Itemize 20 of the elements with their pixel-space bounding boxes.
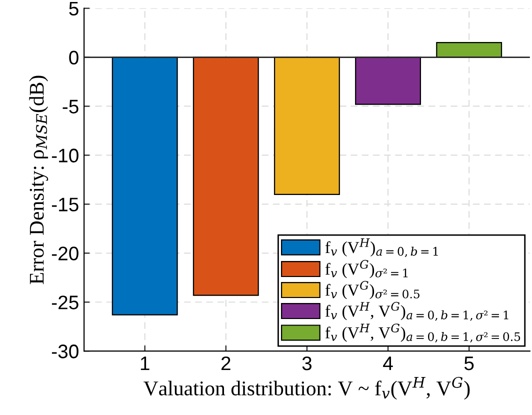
y-tick-label: -30 [52, 344, 78, 358]
y-tick-label: -20 [52, 246, 78, 260]
x-tick-label: 1 [140, 356, 150, 370]
legend-label: f$_{v}$ (V$^{G}$)$_{σ²=0.5}$ [325, 280, 420, 300]
y-tick-label: -10 [52, 148, 78, 162]
x-tick-label: 4 [383, 356, 393, 370]
y-tick-label: -15 [52, 198, 78, 212]
legend-label: f$_{v}$ (V$^{H}$, V$^{G}$)$_{a=0,b=1,σ²=0.5}$ [325, 324, 520, 342]
x-axis-title: Valuation distribution: V ~ f$_{v}$(V$^{H}$, V$^{G}$) [144, 376, 470, 400]
y-tick-label: 0 [69, 50, 78, 65]
legend-label: f$_{v}$ (V$^{H}$, V$^{G}$)$_{a=0,b=1,σ²=1}$ [325, 302, 508, 321]
y-axis-title: Error Density: ρ$_{MSE}$(dB) [29, 76, 48, 284]
y-tick-label: -5 [62, 100, 78, 114]
x-tick-label: 2 [221, 356, 230, 370]
y-tick-label: -25 [52, 296, 78, 310]
x-tick-label: 5 [464, 356, 474, 370]
legend-label: f$_{v}$ (V$^{H}$)$_{a=0,b=1}$ [325, 238, 438, 258]
legend-label: f$_{v}$ (V$^{G}$)$_{σ²=1}$ [325, 260, 408, 278]
x-tick-label: 3 [302, 356, 312, 370]
y-tick-label: 5 [69, 2, 78, 16]
